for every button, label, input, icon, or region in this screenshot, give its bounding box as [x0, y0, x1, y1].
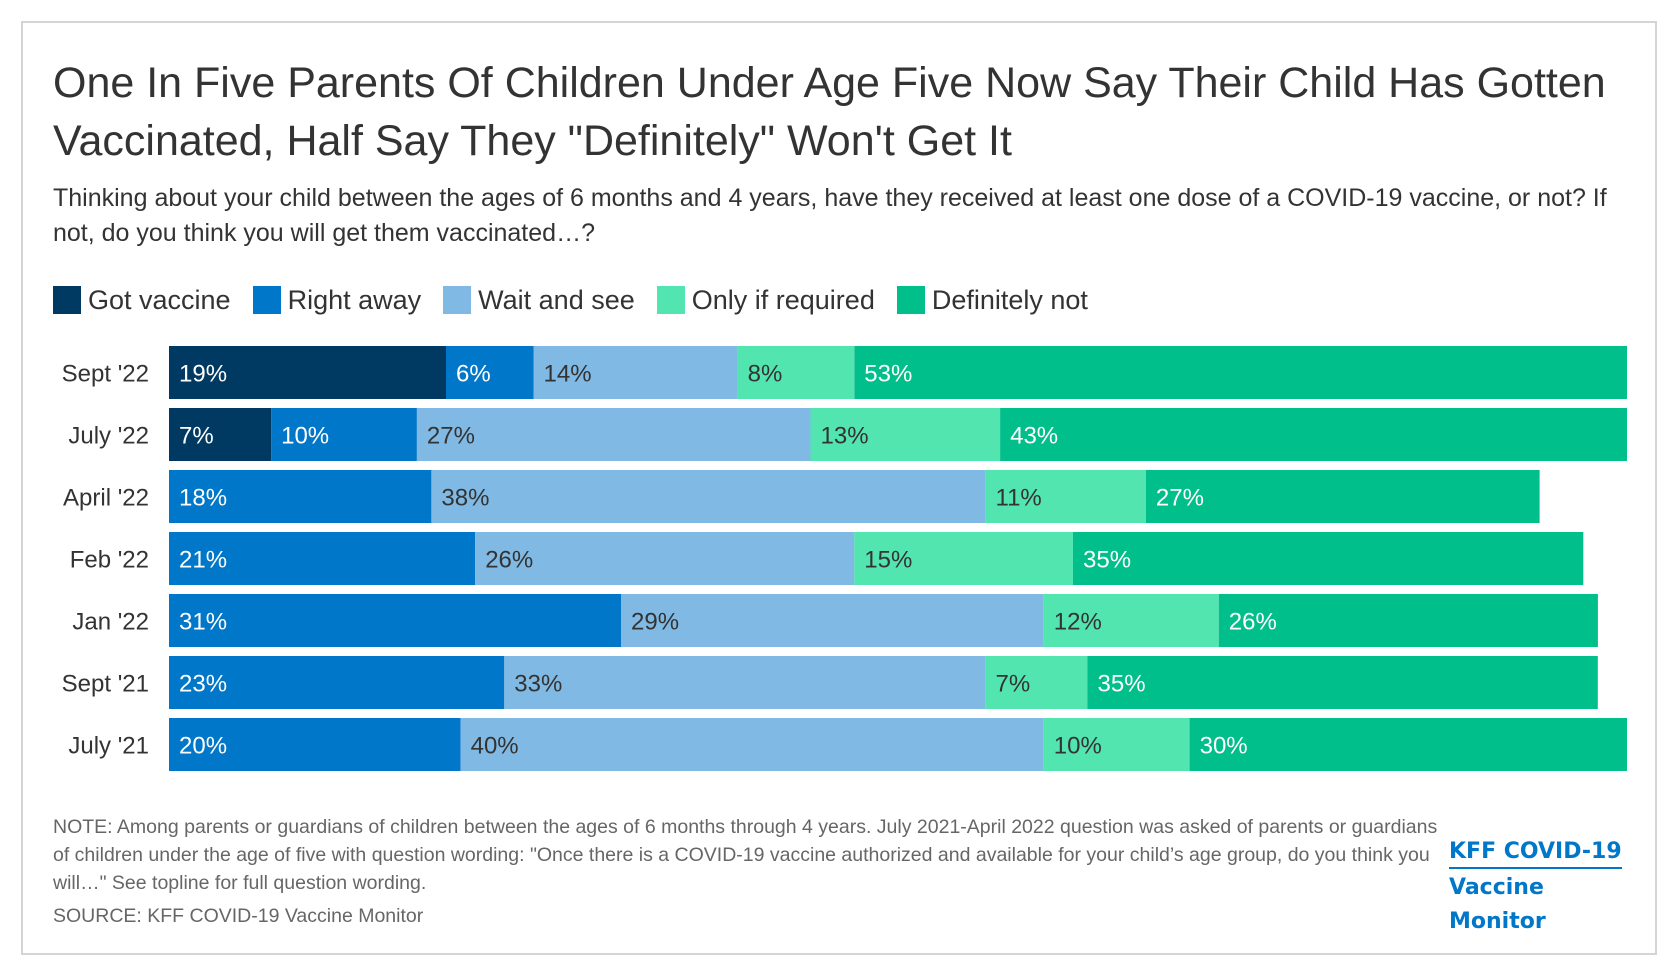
legend-label: Wait and see: [478, 284, 635, 315]
chart-title: One In Five Parents Of Children Under Ag…: [53, 59, 1606, 165]
bar-segment: [985, 656, 1088, 709]
data-label: 10%: [1054, 733, 1102, 760]
bar-segment: [416, 408, 811, 461]
bar-segment: [854, 346, 1627, 399]
bar-segment: [854, 532, 1073, 585]
data-label: 21%: [179, 547, 227, 574]
data-label: 35%: [1083, 547, 1131, 574]
bar-segment: [271, 408, 417, 461]
data-label: 26%: [485, 547, 533, 574]
category-label: July '21: [68, 733, 149, 760]
legend-label: Definitely not: [931, 284, 1088, 315]
bar-segment: [169, 532, 476, 585]
bar-segment: [1043, 594, 1219, 647]
bar-segment: [475, 532, 855, 585]
data-label: 27%: [427, 423, 475, 450]
data-label: 31%: [179, 609, 227, 636]
legend-label: Right away: [287, 284, 422, 315]
data-label: 33%: [514, 671, 562, 698]
bar-segment: [1073, 532, 1584, 585]
legend-item-4: Definitely not: [896, 284, 1088, 316]
category-label: April '22: [63, 485, 149, 512]
data-label: 7%: [179, 423, 214, 450]
legend-item-2: Wait and see: [443, 285, 635, 316]
bar-segment: [460, 718, 1044, 771]
data-label: 26%: [1229, 609, 1277, 636]
bar-segment: [169, 470, 432, 523]
legend: Got vaccine Right away Wait and see Only if…: [53, 283, 1110, 317]
data-label: 40%: [471, 733, 519, 760]
logo-line-1: KFF COVID-19: [1449, 837, 1622, 869]
chart-subtitle: Thinking about your child between the ag…: [53, 184, 1607, 247]
data-label: 53%: [864, 361, 912, 388]
data-label: 43%: [1010, 423, 1058, 450]
bar-segment: [1189, 718, 1627, 771]
legend-label: Got vaccine: [88, 284, 231, 315]
legend-swatch: [896, 286, 925, 314]
bar-segment: [621, 594, 1044, 647]
bar-segment: [169, 656, 505, 709]
bar-segment: [1043, 718, 1190, 771]
data-label: 15%: [864, 547, 912, 574]
bar-segment: [169, 718, 461, 771]
bar-segment: [431, 470, 986, 523]
bar-segment: [1218, 594, 1598, 647]
data-label: 6%: [456, 361, 491, 388]
data-label: 7%: [996, 671, 1031, 698]
legend-swatch: [252, 286, 281, 314]
legend-swatch: [656, 286, 685, 314]
category-label: Jan '22: [72, 609, 149, 636]
bar-segment: [985, 470, 1146, 523]
data-label: 12%: [1054, 609, 1102, 636]
data-label: 18%: [179, 485, 227, 512]
data-label: 30%: [1200, 733, 1248, 760]
bar-segment: [810, 408, 1000, 461]
data-label: 29%: [631, 609, 679, 636]
data-label: 10%: [281, 423, 329, 450]
bar-segment: [504, 656, 986, 709]
bar-segment: [737, 346, 855, 399]
chart-source: SOURCE: KFF COVID-19 Vaccine Monitor: [53, 905, 424, 927]
data-label: 38%: [441, 485, 489, 512]
bar-segment: [169, 346, 446, 399]
category-label: Feb '22: [70, 547, 149, 574]
bar-segment: [169, 594, 621, 647]
bar-segment: [169, 408, 272, 461]
category-label: Sept '21: [62, 671, 149, 698]
logo-line-2: Vaccine Monitor: [1449, 875, 1546, 934]
legend-item-0: Got vaccine: [53, 285, 231, 316]
category-label: Sept '22: [62, 361, 149, 388]
bar-segment: [1000, 408, 1627, 461]
category-label: July '22: [68, 423, 149, 450]
bar-segment: [533, 346, 738, 399]
legend-item-3: Only if required: [656, 284, 875, 316]
data-label: 8%: [748, 361, 783, 388]
chart-note: NOTE: Among parents or guardians of chil…: [53, 816, 1438, 894]
data-label: 19%: [179, 361, 227, 388]
legend-swatch: [53, 286, 81, 314]
data-label: 13%: [821, 423, 869, 450]
data-label: 23%: [179, 671, 227, 698]
bar-segment: [446, 346, 534, 399]
data-label: 35%: [1098, 671, 1146, 698]
data-label: 20%: [179, 733, 227, 760]
bar-segment: [1145, 470, 1540, 523]
legend-swatch: [443, 286, 472, 314]
bar-segment: [1087, 656, 1598, 709]
legend-item-1: Right away: [252, 284, 422, 316]
data-label: 11%: [996, 485, 1042, 512]
data-label: 14%: [544, 361, 592, 388]
legend-label: Only if required: [691, 284, 875, 315]
kff-logo: KFF COVID-19 Vaccine Monitor: [1449, 835, 1639, 939]
data-label: 27%: [1156, 485, 1204, 512]
